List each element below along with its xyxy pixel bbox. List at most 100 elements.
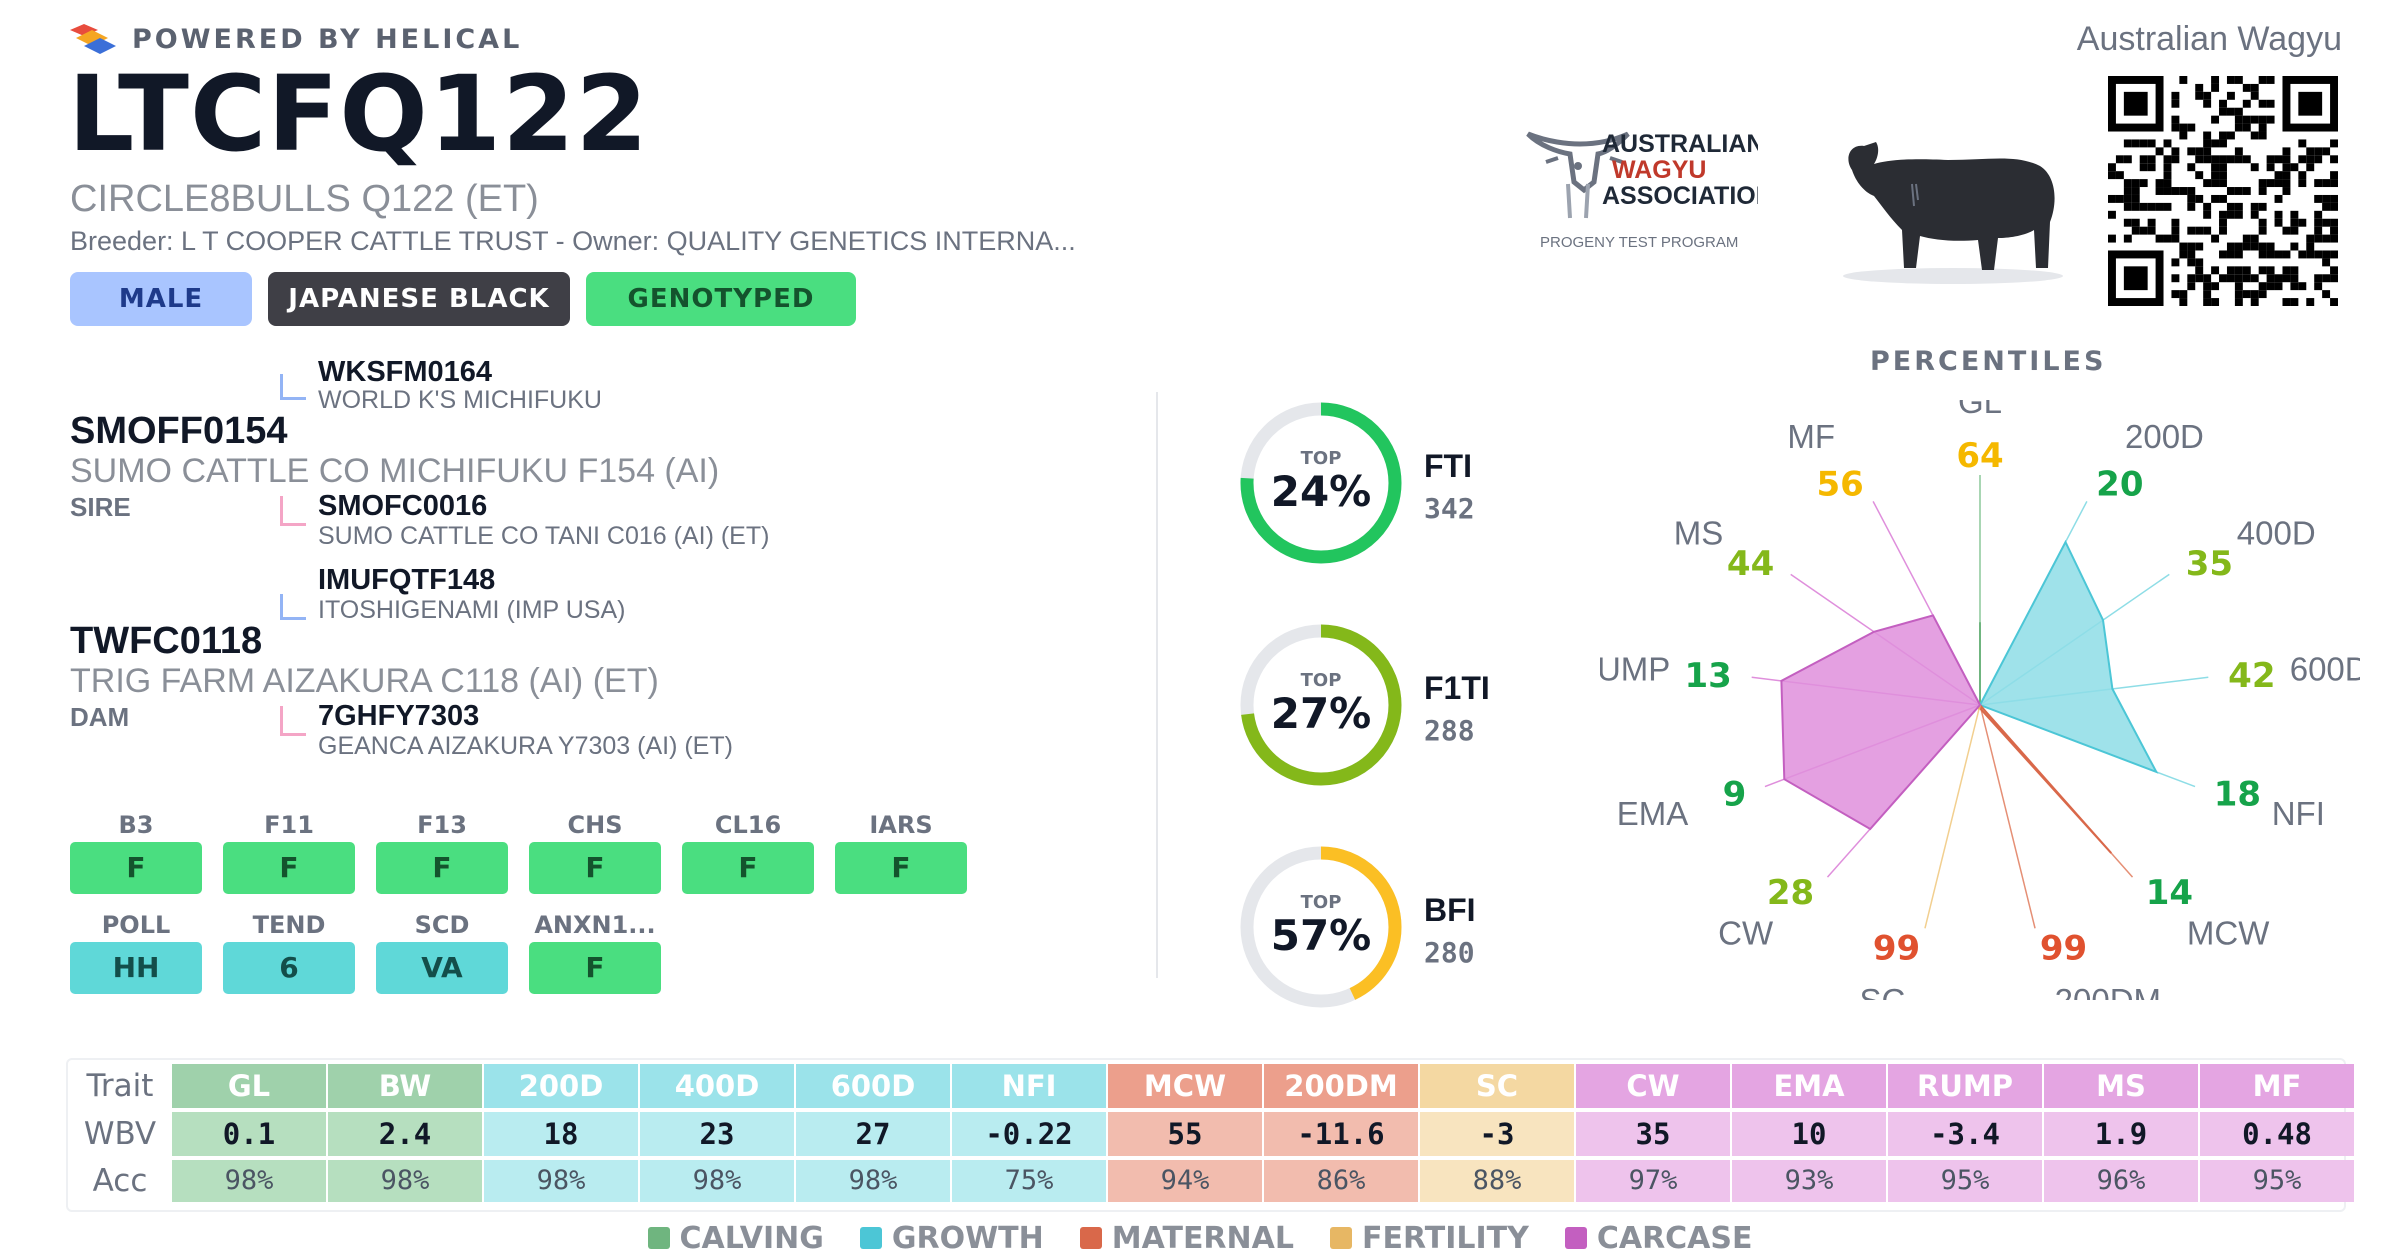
- helical-logo-icon: [70, 24, 116, 54]
- gene-value: F: [529, 842, 661, 894]
- acc-cell: 93%: [1732, 1160, 1886, 1202]
- radar-spoke: [1924, 704, 1981, 929]
- acc-cell: 98%: [484, 1160, 638, 1202]
- dam-name: TRIG FARM AIZAKURA C118 (AI) (ET): [70, 662, 659, 700]
- trait-header: 200DM: [1264, 1064, 1418, 1108]
- gene-anxn1: ANXN1... F: [529, 908, 661, 994]
- radar-trait-label: 400D: [2237, 514, 2316, 551]
- wbv-cell: 27: [796, 1112, 950, 1156]
- gene-value: F: [376, 842, 508, 894]
- gene-b3: B3 F: [70, 808, 202, 894]
- gene-value: VA: [376, 942, 508, 994]
- radar-trait-label: NFI: [2272, 795, 2325, 832]
- sire-dam-name: SUMO CATTLE CO TANI C016 (AI) (ET): [318, 522, 770, 550]
- acc-cell: 97%: [1576, 1160, 1730, 1202]
- gene-label: IARS: [869, 811, 933, 839]
- radar-value-label: 18: [2214, 775, 2261, 815]
- radar-value-label: 56: [1816, 465, 1863, 505]
- legend-swatch: [647, 1227, 670, 1249]
- radar-value-label: 13: [1684, 656, 1731, 696]
- acc-cell: 98%: [328, 1160, 482, 1202]
- acc-cell: 96%: [2044, 1160, 2198, 1202]
- acc-cell: 98%: [796, 1160, 950, 1202]
- legend-item-fertility: FERTILITY: [1329, 1221, 1529, 1256]
- svg-text:TOP: TOP: [1301, 448, 1342, 469]
- gene-label: CHS: [567, 811, 623, 839]
- gene-cl16: CL16 F: [682, 808, 814, 894]
- radar-value-label: 28: [1767, 873, 1814, 913]
- wbv-cell: 55: [1108, 1112, 1262, 1156]
- trait-header: EMA: [1732, 1064, 1886, 1108]
- acc-cell: 98%: [640, 1160, 794, 1202]
- radar-area-maternal: [1979, 704, 2112, 854]
- trait-header: RUMP: [1888, 1064, 2042, 1108]
- radar-value-label: 35: [2186, 544, 2233, 584]
- index-value: 280: [1424, 936, 1475, 969]
- trait-group-legend: CALVING GROWTH MATERNAL FERTILITY CARCASE: [0, 1218, 2400, 1258]
- gene-iars: IARS F: [835, 808, 967, 894]
- bull-id: LTCFQ122: [68, 53, 649, 175]
- legend-label: GROWTH: [891, 1220, 1044, 1256]
- trait-header: 600D: [796, 1064, 950, 1108]
- wbv-cell: 10: [1732, 1112, 1886, 1156]
- legend-label: MATERNAL: [1111, 1220, 1294, 1256]
- legend-label: CALVING: [679, 1220, 824, 1256]
- legend-swatch: [1564, 1227, 1587, 1249]
- trait-header: MF: [2200, 1064, 2354, 1108]
- radar-trait-label: 200DM: [2055, 982, 2161, 1000]
- gene-label: CL16: [714, 811, 782, 839]
- index-name: F1TI: [1424, 670, 1490, 706]
- gene-value: F: [529, 942, 661, 994]
- dam-dam-connector: [280, 706, 306, 736]
- legend-swatch: [1079, 1227, 1102, 1249]
- index-name: FTI: [1424, 448, 1472, 484]
- acc-cell: 94%: [1108, 1160, 1262, 1202]
- acc-cell: 98%: [172, 1160, 326, 1202]
- dam-role-label: DAM: [70, 702, 130, 732]
- radar-value-label: 99: [2040, 929, 2087, 969]
- gene-f11: F11 F: [223, 808, 355, 894]
- gene-value: F: [835, 842, 967, 894]
- dam-id: TWFC0118: [70, 620, 263, 662]
- svg-text:27%: 27%: [1271, 689, 1372, 738]
- gene-label: F11: [264, 811, 314, 839]
- legend-item-growth: GROWTH: [859, 1220, 1044, 1256]
- svg-text:AUSTRALIAN: AUSTRALIAN: [1602, 130, 1758, 158]
- wbv-cell: 2.4: [328, 1112, 482, 1156]
- trait-header: MS: [2044, 1064, 2198, 1108]
- wbv-cell: -0.22: [952, 1112, 1106, 1156]
- radar-value-label: 14: [2146, 873, 2193, 913]
- radar-area-growth: [1978, 539, 2159, 774]
- wbv-cell: -3: [1420, 1112, 1574, 1156]
- radar-trait-label: MS: [1674, 514, 1724, 551]
- gene-label: SCD: [414, 911, 470, 939]
- svg-text:ASSOCIATION: ASSOCIATION: [1602, 182, 1758, 210]
- index-name: BFI: [1424, 892, 1476, 928]
- trait-header: 200D: [484, 1064, 638, 1108]
- sire-dam-connector: [280, 496, 306, 526]
- gene-f13: F13 F: [376, 808, 508, 894]
- sire-dam-id: SMOFC0016: [318, 490, 488, 522]
- radar-value-label: 9: [1723, 775, 1747, 815]
- radar-area-carcase: [1780, 614, 1982, 831]
- trait-header: CW: [1576, 1064, 1730, 1108]
- radar-trait-label: RUMP: [1600, 650, 1670, 687]
- trait-header: BW: [328, 1064, 482, 1108]
- qr-code[interactable]: [2108, 76, 2338, 306]
- legend-swatch: [859, 1227, 882, 1249]
- genotyped-tag: GENOTYPED: [586, 272, 856, 326]
- svg-text:TOP: TOP: [1301, 892, 1342, 913]
- acc-cell: 75%: [952, 1160, 1106, 1202]
- sex-tag: MALE: [70, 272, 252, 326]
- index-value: 342: [1424, 492, 1475, 525]
- radar-trait-label: EMA: [1617, 795, 1689, 832]
- sire-sire-connector: [280, 374, 306, 400]
- dam-dam-id: 7GHFY7303: [318, 700, 480, 732]
- radar-value-label: 44: [1727, 544, 1774, 584]
- trait-header: MCW: [1108, 1064, 1262, 1108]
- row-label-trait: Trait: [86, 1068, 154, 1104]
- bull-name: CIRCLE8BULLS Q122 (ET): [70, 178, 539, 220]
